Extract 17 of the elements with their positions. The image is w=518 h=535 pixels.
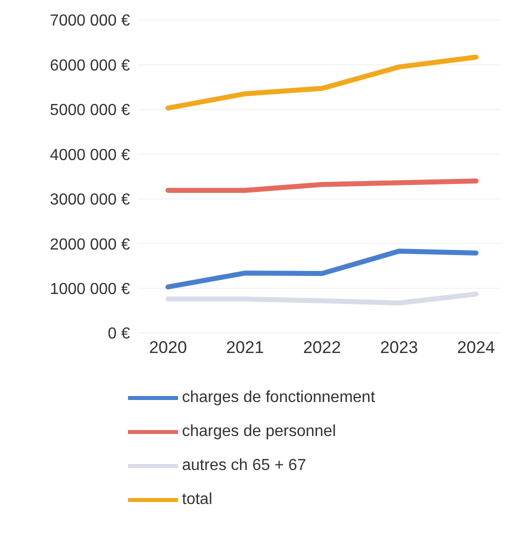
x-tick-label: 2022 bbox=[303, 338, 341, 358]
y-tick-label: 6000 000 € bbox=[50, 57, 130, 74]
y-tick-label: 5000 000 € bbox=[50, 102, 130, 120]
y-tick-label: 7000 000 € bbox=[50, 12, 130, 30]
y-tick-label: 2000 000 € bbox=[50, 236, 130, 254]
y-tick-label: 0 € bbox=[108, 326, 130, 343]
x-tick-label: 2020 bbox=[149, 338, 187, 358]
y-tick-label: 1000 000 € bbox=[50, 280, 130, 298]
y-tick-label: 3000 000 € bbox=[50, 192, 130, 209]
legend-label: charges de fonctionnement bbox=[182, 389, 376, 407]
x-tick-label: 2024 bbox=[457, 338, 495, 358]
legend-label: autres ch 65 + 67 bbox=[182, 457, 306, 475]
legend-label: charges de personnel bbox=[182, 423, 336, 441]
x-tick-label: 2023 bbox=[380, 338, 418, 358]
legend-label: total bbox=[182, 491, 212, 509]
x-tick-label: 2021 bbox=[226, 338, 264, 358]
y-tick-label: 4000 000 € bbox=[50, 146, 130, 164]
